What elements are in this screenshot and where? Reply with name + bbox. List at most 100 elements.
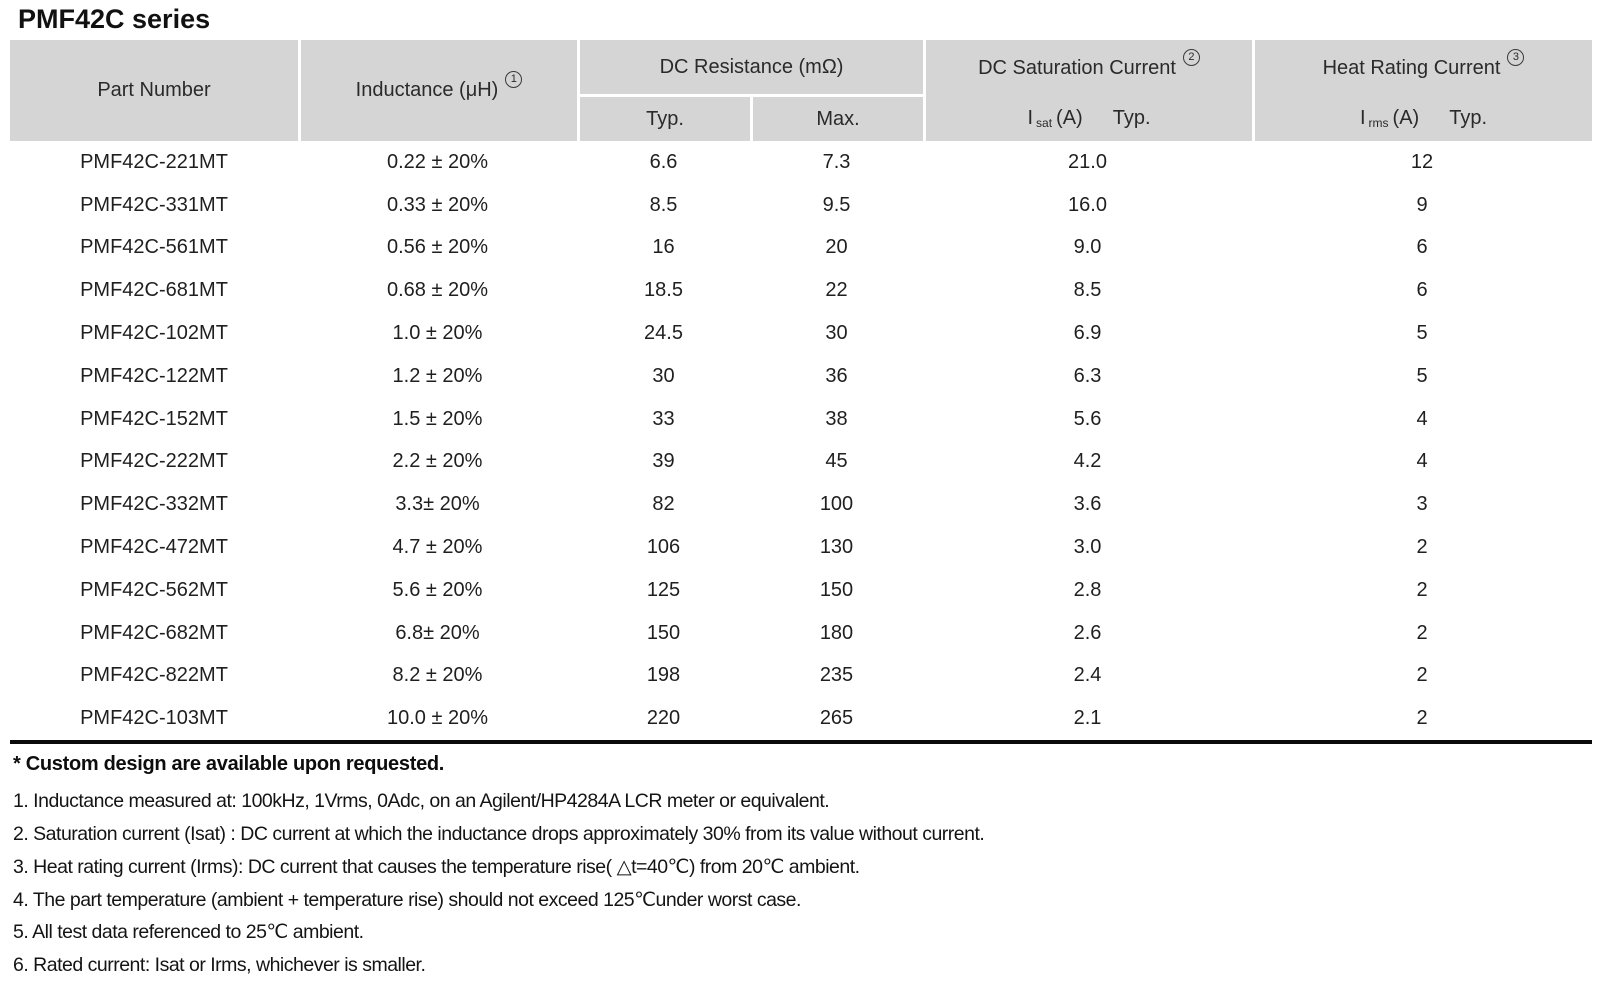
cell-irms: 5 [1416,364,1428,387]
cell-dcr-max: 130 [819,536,854,559]
col-header-inductance-label: Inductance (μH) [355,79,499,101]
cell-dcr-typ: 220 [646,707,681,730]
col-header-dc-resistance-label: DC Resistance (mΩ) [659,55,844,78]
table-row: PMF42C-103MT 10.0 ± 20% 220 265 2.1 2 [10,697,1592,740]
cell-isat: 16.0 [1068,193,1107,216]
cell-dcr-typ: 6.6 [649,150,678,173]
footnote-list: 1. Inductance measured at: 100kHz, 1Vrms… [13,785,1600,982]
table-body: PMF42C-221MT 0.22 ± 20% 6.6 7.3 21.0 12 … [10,141,1592,745]
custom-design-note: * Custom design are available upon reque… [13,753,445,776]
cell-isat: 6.9 [1073,322,1102,345]
heat-rating-label: Heat Rating Current [1322,56,1501,79]
table-row: PMF42C-472MT 4.7 ± 20% 106 130 3.0 2 [10,526,1592,569]
heat-rating-unit-line: I rms (A) Typ. [1255,96,1592,141]
footnote-2: 2. Saturation current (Isat) : DC curren… [13,822,985,845]
table-row: PMF42C-681MT 0.68 ± 20% 18.5 22 8.5 6 [10,269,1592,312]
cell-irms: 4 [1416,450,1428,473]
cell-dcr-typ: 30 [652,364,675,387]
dc-saturation-title-line: DC Saturation Current 2 [926,40,1252,96]
cell-inductance: 1.0 ± 20% [392,322,483,345]
cell-irms: 5 [1416,322,1428,345]
cell-part-number: PMF42C-222MT [80,450,228,473]
cell-dcr-typ: 16 [652,236,675,259]
cell-part-number: PMF42C-472MT [80,536,228,559]
cell-isat: 21.0 [1068,150,1107,173]
cell-dcr-max: 7.3 [822,150,851,173]
col-header-part-number: Part Number [10,40,298,141]
cell-dcr-typ: 24.5 [644,322,683,345]
cell-irms: 2 [1416,578,1428,601]
isat-unit: (A) [1056,107,1083,129]
cell-inductance: 6.8± 20% [395,621,480,644]
col-header-dcr-typ-label: Typ. [646,107,684,130]
cell-part-number: PMF42C-681MT [80,279,228,302]
cell-inductance: 3.3± 20% [395,493,480,516]
cell-isat: 2.6 [1073,621,1102,644]
cell-inductance: 0.56 ± 20% [386,236,489,259]
footnote-1: 1. Inductance measured at: 100kHz, 1Vrms… [13,790,830,813]
cell-inductance: 5.6 ± 20% [392,578,483,601]
col-header-inductance: Inductance (μH) 1 [298,40,577,141]
isat-qualifier: Typ. [1112,107,1151,129]
cell-inductance: 0.68 ± 20% [386,279,489,302]
col-header-dcr-typ: Typ. [577,97,750,141]
page-title: PMF42C series [18,4,211,34]
cell-isat: 3.6 [1073,493,1102,516]
cell-dcr-max: 9.5 [822,193,851,216]
cell-irms: 6 [1416,236,1428,259]
cell-dcr-max: 22 [825,279,848,302]
footnote-4: 4. The part temperature (ambient + tempe… [13,888,801,911]
cell-inductance: 1.2 ± 20% [392,364,483,387]
irms-qualifier: Typ. [1449,107,1488,129]
cell-isat: 6.3 [1073,364,1102,387]
cell-part-number: PMF42C-822MT [80,664,228,687]
cell-isat: 8.5 [1073,279,1102,302]
cell-irms: 2 [1416,664,1428,687]
irms-unit: (A) [1392,107,1420,129]
cell-irms: 2 [1416,621,1428,644]
cell-isat: 9.0 [1073,236,1102,259]
table-row: PMF42C-561MT 0.56 ± 20% 16 20 9.0 6 [10,227,1592,270]
cell-inductance: 2.2 ± 20% [392,450,483,473]
cell-dcr-max: 45 [825,450,848,473]
heat-rating-title-line: Heat Rating Current 3 [1255,40,1592,96]
dc-saturation-unit-line: I sat (A) Typ. [926,96,1252,141]
cell-part-number: PMF42C-221MT [80,150,228,173]
footnotes-section: * Custom design are available upon reque… [13,753,1600,982]
note-ref-2-icon: 2 [1182,48,1200,66]
cell-dcr-typ: 106 [646,536,681,559]
irms-symbol: I [1359,107,1366,129]
cell-isat: 2.1 [1073,707,1102,730]
cell-dcr-max: 180 [819,621,854,644]
cell-dcr-typ: 198 [646,664,681,687]
table-row: PMF42C-221MT 0.22 ± 20% 6.6 7.3 21.0 12 [10,141,1592,184]
cell-irms: 2 [1416,536,1428,559]
cell-inductance: 4.7 ± 20% [392,536,483,559]
cell-inductance: 0.22 ± 20% [386,150,489,173]
cell-dcr-max: 30 [825,322,848,345]
cell-dcr-max: 38 [825,407,848,430]
cell-dcr-max: 36 [825,364,848,387]
footnote-6: 6. Rated current: Isat or Irms, whicheve… [13,954,426,977]
cell-part-number: PMF42C-332MT [80,493,228,516]
cell-dcr-max: 150 [819,578,854,601]
cell-part-number: PMF42C-102MT [80,322,228,345]
cell-dcr-typ: 125 [646,578,681,601]
cell-dcr-typ: 82 [652,493,675,516]
cell-irms: 3 [1416,493,1428,516]
cell-isat: 2.4 [1073,664,1102,687]
cell-isat: 5.6 [1073,407,1102,430]
cell-isat: 4.2 [1073,450,1102,473]
cell-inductance: 1.5 ± 20% [392,407,483,430]
cell-dcr-typ: 39 [652,450,675,473]
isat-subscript: sat [1036,115,1053,130]
col-header-dcr-max-label: Max. [816,107,860,130]
cell-inductance: 10.0 ± 20% [386,707,489,730]
table-row: PMF42C-152MT 1.5 ± 20% 33 38 5.6 4 [10,398,1592,441]
note-ref-3-icon: 3 [1507,48,1525,66]
cell-dcr-max: 100 [819,493,854,516]
dc-saturation-label: DC Saturation Current [978,56,1176,79]
cell-dcr-max: 265 [819,707,854,730]
table-row: PMF42C-332MT 3.3± 20% 82 100 3.6 3 [10,483,1592,526]
table-header: Part Number Inductance (μH) 1 DC Resista… [10,40,1592,141]
